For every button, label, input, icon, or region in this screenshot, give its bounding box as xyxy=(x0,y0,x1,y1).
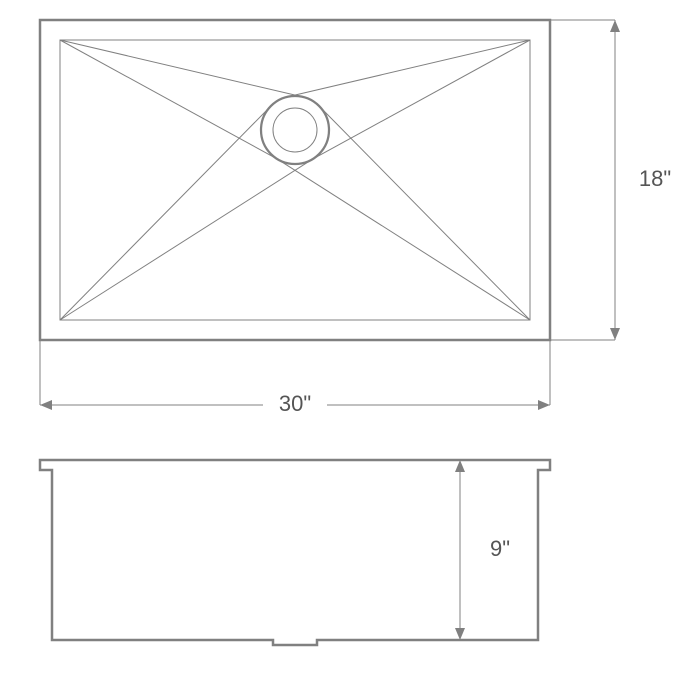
drain-outer-circle xyxy=(261,96,329,164)
dimension-depth-label: 9" xyxy=(490,536,510,561)
dimension-arrow xyxy=(455,460,465,472)
top-view-fold-line xyxy=(287,40,530,97)
side-view-outline xyxy=(40,460,550,645)
top-view-fold-line xyxy=(60,40,303,97)
dimension-height-label: 18" xyxy=(639,166,671,191)
dimension-width-label: 30" xyxy=(279,391,311,416)
top-view-fold-line xyxy=(311,40,530,160)
dimension-arrow xyxy=(610,20,620,32)
top-view-fold-line xyxy=(60,159,313,320)
top-view-fold-line xyxy=(60,40,279,160)
top-view-outer xyxy=(40,20,550,340)
top-view-inner xyxy=(60,40,530,320)
drain-inner-circle xyxy=(273,108,317,152)
dimension-arrow xyxy=(610,328,620,340)
dimension-arrow xyxy=(538,400,550,410)
top-view-fold-line xyxy=(319,106,530,320)
top-view-fold-line xyxy=(60,106,271,320)
top-view-fold-line xyxy=(277,159,530,320)
dimension-arrow xyxy=(40,400,52,410)
dimension-arrow xyxy=(455,628,465,640)
